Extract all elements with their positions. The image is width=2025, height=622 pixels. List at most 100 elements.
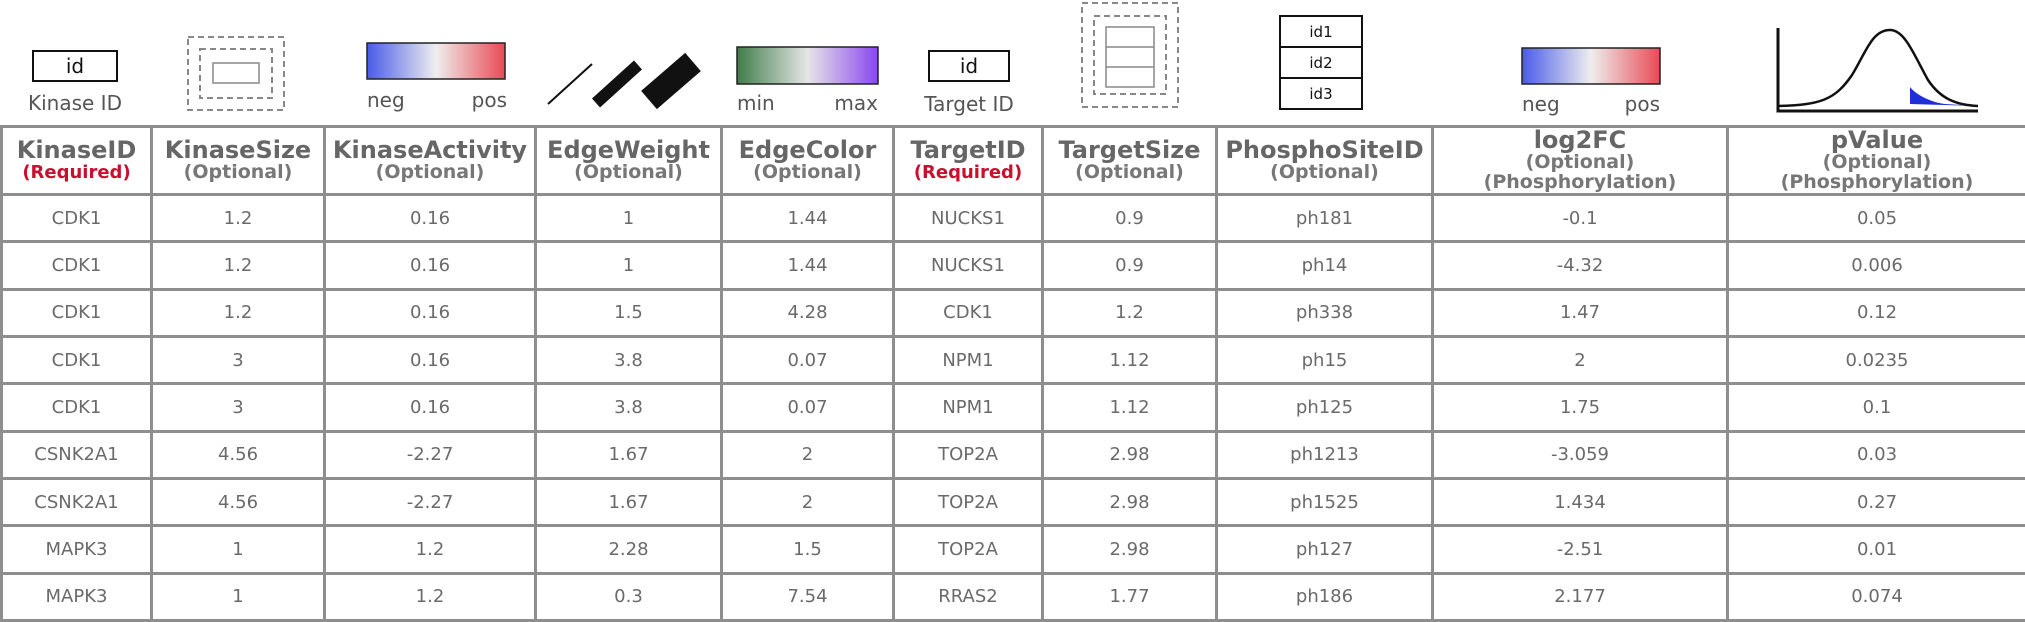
table-cell: 0.05 (1726, 193, 2025, 244)
table-row: CDK1 3 0.16 3.8 0.07 NPM1 1.12 ph15 2 0.0235 (0, 334, 2025, 386)
table-cell: 0.16 (323, 240, 537, 291)
activity-neg-label: neg (367, 88, 405, 112)
table-row: CDK1 1.2 0.16 1 1.44 NUCKS1 0.9 ph181 -0.1 0.05 (0, 193, 2025, 244)
legend-strip: id Kinase ID neg pos min max id Target I… (28, 2, 1979, 116)
kinase-size-icon (187, 36, 285, 111)
table-cell: -0.1 (1431, 193, 1729, 244)
table-row: CDK1 1.2 0.16 1 1.44 NUCKS1 0.9 ph14 -4.32 0.006 (0, 240, 2025, 291)
target-id-legend: id Target ID (923, 50, 1014, 116)
table-cell: 1 (150, 524, 326, 575)
target-id-box-icon (928, 50, 1010, 82)
table-cell: 1.75 (1431, 382, 1729, 433)
table-cell: 1.434 (1431, 476, 1729, 528)
table-body: CDK1 1.2 0.16 1 1.44 NUCKS1 0.9 ph181 -0.1 0.05 CD… (0, 193, 2025, 622)
kinase-id-legend: id Kinase ID (28, 50, 122, 115)
table-cell: -3.059 (1431, 429, 1729, 480)
table-cell: 1.2 (323, 524, 537, 575)
table-cell: 2 (720, 429, 895, 480)
table-cell: TOP2A (892, 524, 1044, 575)
activity-pos-label: pos (472, 88, 507, 112)
optional-tag: (Optional) (375, 161, 485, 184)
table-cell: NUCKS1 (892, 193, 1044, 244)
edgecolor-gradient-bar (736, 46, 879, 85)
optional-tag: (Optional) (183, 161, 293, 184)
table-row: CSNK2A1 4.56 -2.27 1.67 2 TOP2A 2.98 ph1213 -3.0… (0, 429, 2025, 480)
table-cell: 0.074 (1726, 571, 2025, 622)
header-row: KinaseID (Required) KinaseSize (Optional) Ki… (0, 124, 2025, 197)
table-cell: ph125 (1215, 382, 1434, 433)
table-cell: 0.07 (720, 382, 895, 433)
log2fc-legend: neg pos (1521, 47, 1661, 116)
table-cell: 0.16 (323, 382, 537, 433)
table-row: CSNK2A1 4.56 -2.27 1.67 2 TOP2A 2.98 ph1525 1.43… (0, 476, 2025, 528)
column-name: KinaseSize (164, 135, 312, 164)
column-header-kinasesize: KinaseSize (Optional) (150, 124, 326, 197)
table-cell: 0.16 (323, 334, 537, 386)
table-cell: 2.98 (1041, 476, 1218, 528)
table-cell: ph181 (1215, 193, 1434, 244)
site-id-1: id1 (1309, 23, 1332, 41)
table-row: CDK1 3 0.16 3.8 0.07 NPM1 1.12 ph125 1.75 0.1 (0, 382, 2025, 433)
table-cell: TOP2A (892, 429, 1044, 480)
column-header-log2fc: log2FC (Optional) (Phosphorylation) (1431, 124, 1729, 197)
table-cell: 4.28 (720, 287, 895, 339)
pvalue-distribution-icon (1776, 28, 1979, 113)
column-header-edgecolor: EdgeColor (Optional) (720, 124, 895, 197)
table-cell: 1.2 (150, 287, 326, 339)
table-cell: 0.03 (1726, 429, 2025, 480)
phosphosite-stack-icon: id1 id2 id3 (1279, 15, 1363, 110)
column-header-pvalue: pValue (Optional) (Phosphorylation) (1726, 124, 2025, 197)
column-name: EdgeWeight (547, 135, 710, 164)
column-name: TargetID (910, 136, 1026, 165)
table-cell: -2.51 (1431, 524, 1729, 575)
column-header-phosphositeid: PhosphoSiteID (Optional) (1215, 124, 1434, 197)
table-cell: CDK1 (892, 287, 1044, 339)
fc-pos-label: pos (1625, 92, 1660, 116)
column-name: log2FC (1533, 126, 1627, 154)
table-cell: 1.77 (1041, 571, 1218, 622)
table-cell: 2 (720, 476, 895, 528)
table-cell: 0.01 (1726, 524, 2025, 575)
table-cell: 0.0235 (1726, 334, 2025, 386)
column-name: TargetSize (1058, 135, 1201, 164)
table-cell: 0.12 (1726, 287, 2025, 339)
table-cell: NPM1 (892, 334, 1044, 386)
target-id-caption: Target ID (923, 92, 1014, 116)
table-cell: 1.44 (720, 240, 895, 291)
column-name: PhosphoSiteID (1225, 135, 1424, 164)
table-cell: CDK1 (0, 240, 153, 291)
table-cell: 3 (150, 382, 326, 433)
fc-neg-label: neg (1522, 92, 1560, 116)
table-cell: ph1213 (1215, 429, 1434, 480)
table-cell: 0.27 (1726, 476, 2025, 528)
table-cell: 0.1 (1726, 382, 2025, 433)
site-id-3: id3 (1309, 85, 1332, 103)
table-cell: RRAS2 (892, 571, 1044, 622)
table-cell: 1.44 (720, 193, 895, 244)
table-cell: 0.9 (1041, 193, 1218, 244)
table-cell: ph338 (1215, 287, 1434, 339)
table-cell: 0.9 (1041, 240, 1218, 291)
table-cell: 3 (150, 334, 326, 386)
table-cell: 1.2 (150, 193, 326, 244)
table-cell: 0.16 (323, 193, 537, 244)
table-cell: 1.67 (534, 476, 723, 528)
kinase-id-caption: Kinase ID (28, 91, 122, 115)
table-cell: 1.2 (1041, 287, 1218, 339)
table-cell: 7.54 (720, 571, 895, 622)
table-cell: 0.16 (323, 287, 537, 339)
edge-weight-icon (547, 52, 701, 110)
column-name: KinaseID (16, 136, 137, 165)
table-cell: 1.5 (534, 287, 723, 339)
edgecolor-max-label: max (834, 91, 878, 115)
table-cell: 0.3 (534, 571, 723, 622)
edgecolor-min-label: min (737, 91, 775, 115)
column-name: KinaseActivity (332, 135, 528, 164)
table-cell: 1.12 (1041, 382, 1218, 433)
table-cell: 1.2 (150, 240, 326, 291)
table-cell: 2.28 (534, 524, 723, 575)
kinase-id-box-icon (32, 50, 118, 82)
table-row: MAPK3 1 1.2 0.3 7.54 RRAS2 1.77 ph186 2.177 0.074 (0, 571, 2025, 622)
activity-gradient-bar (366, 42, 506, 80)
optional-tag: (Optional) (1270, 161, 1379, 184)
